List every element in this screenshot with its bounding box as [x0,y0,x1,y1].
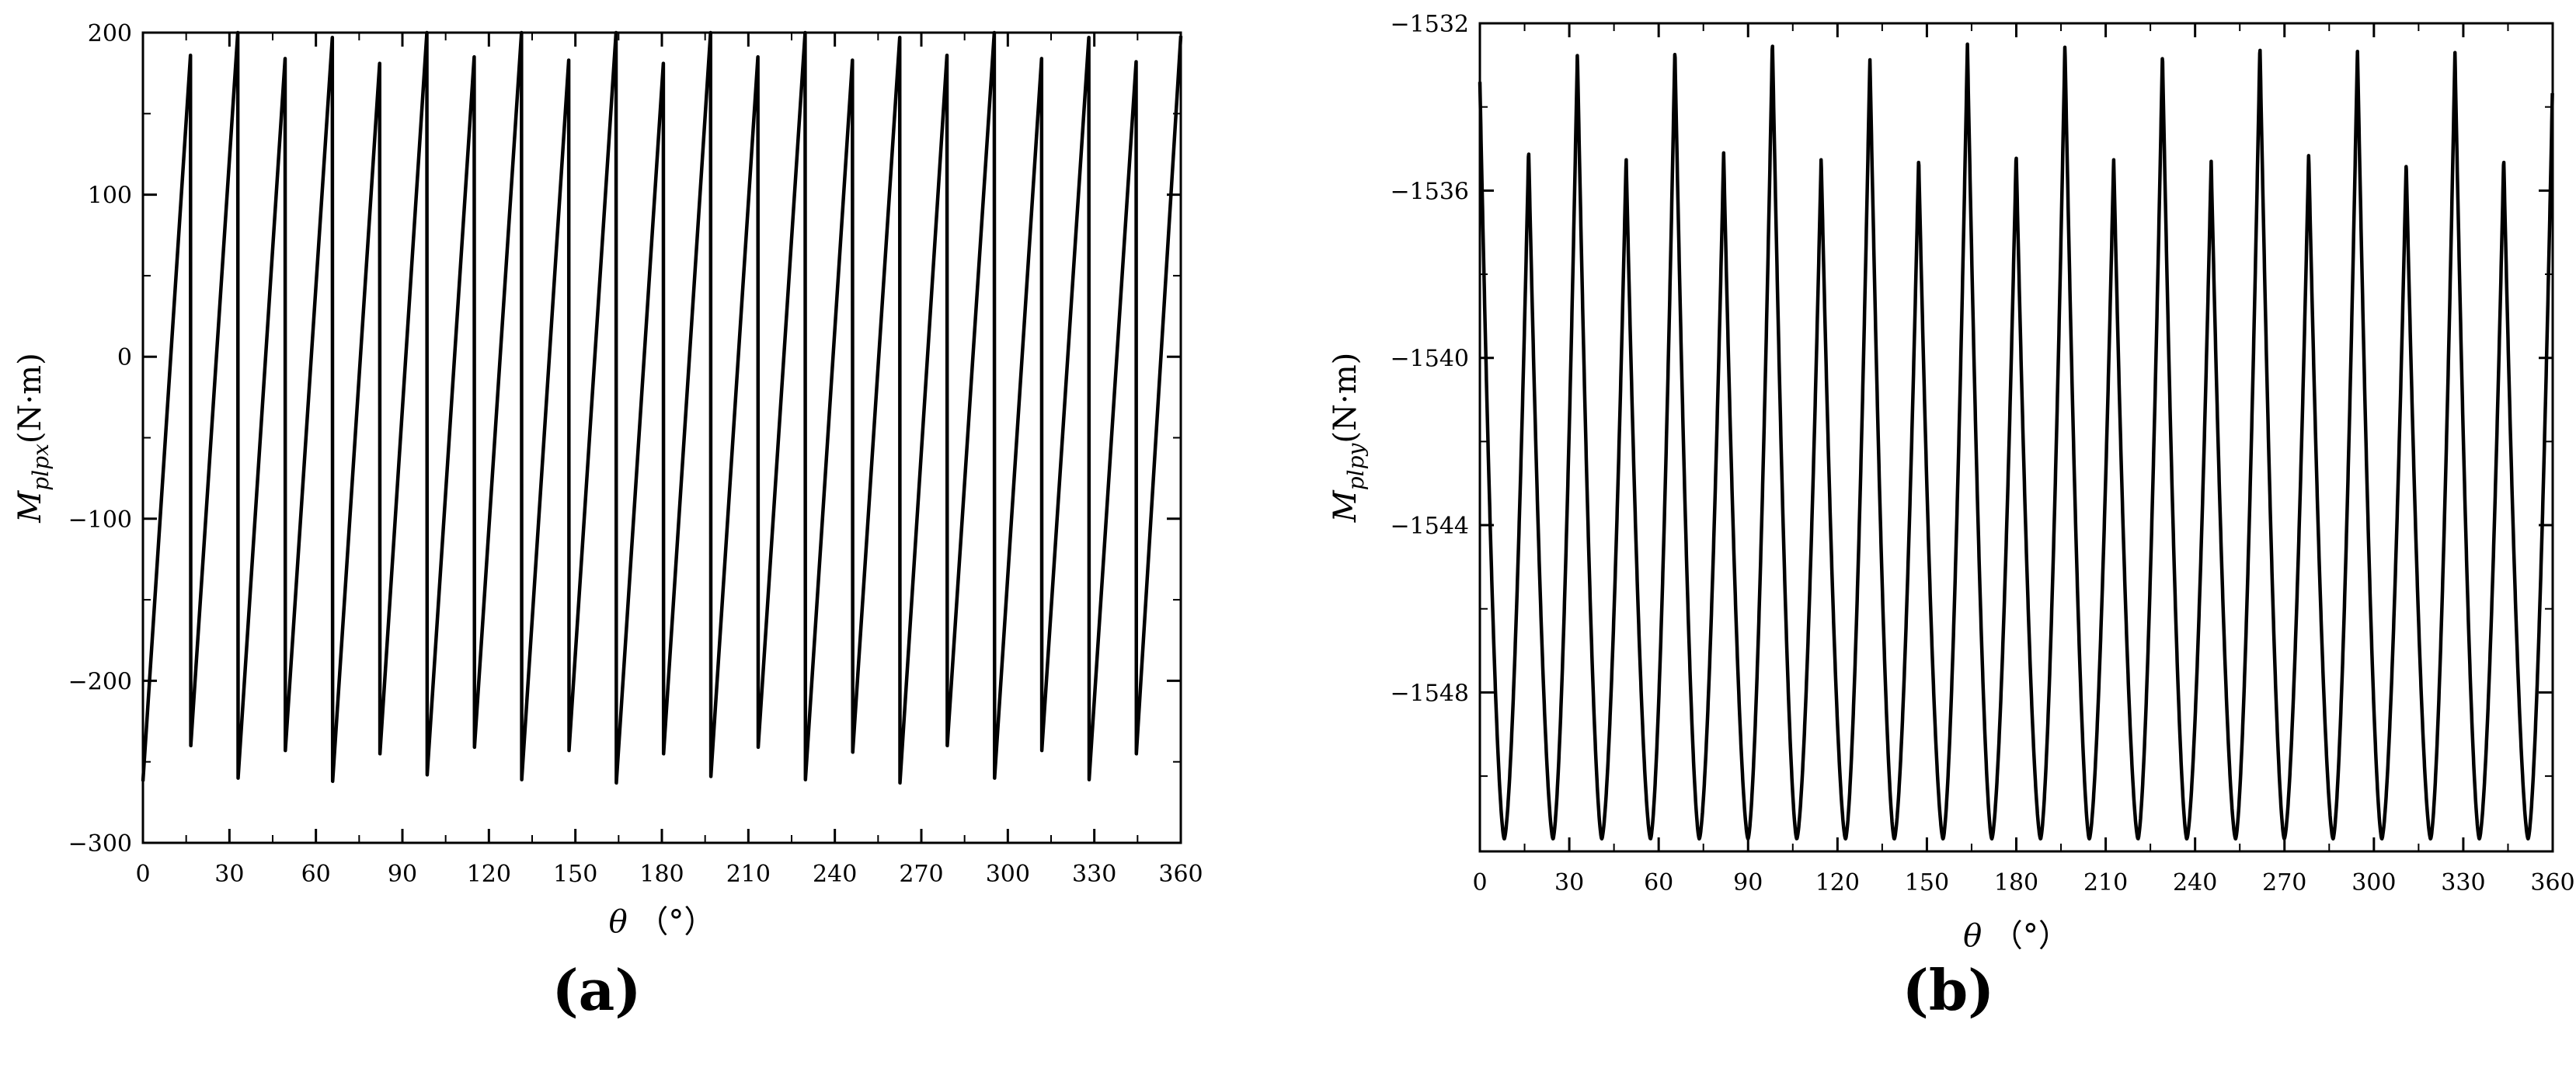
x-tick-label: 180 [639,861,684,888]
y-tick-label: −1548 [1391,680,1469,707]
y-tick-label: −300 [68,830,132,858]
x-tick-label: 360 [1158,861,1203,888]
x-tick-label: 150 [1905,869,1949,896]
series-line [141,30,1183,785]
y-tick-label: 100 [88,183,132,210]
x-tick-label: 300 [986,861,1030,888]
y-tick-label: −1532 [1391,11,1469,38]
x-tick-label: 60 [1644,869,1673,896]
series-line [1478,42,2554,841]
x-tick-label: 210 [2083,869,2128,896]
x-axis-label: θ （°） [609,904,715,940]
x-tick-label: 330 [2441,869,2485,896]
x-tick-label: 150 [553,861,597,888]
panel-a-chart: 0 30 60 90 120 150 180 210 240 270 300 330 360 −300 −2… [12,20,1203,940]
x-tick-label: 0 [135,861,150,888]
x-tick-label: 30 [214,861,244,888]
x-tick-label: 90 [388,861,417,888]
x-tick-label: 360 [2530,869,2574,896]
y-tick-label: −1540 [1391,346,1469,373]
y-tick-label: −100 [68,506,132,534]
y-tick-label: −1544 [1391,513,1469,540]
panel-b-chart: 0 30 60 90 120 150 180 210 240 270 300 330 360 −1548 −… [1328,11,2575,954]
panel-a-caption: (a) [552,957,642,1023]
x-tick-label: 270 [899,861,943,888]
x-tick-label: 180 [1994,869,2038,896]
x-tick-label: 60 [301,861,331,888]
y-tick-label: −200 [68,668,132,695]
x-tick-label: 300 [2351,869,2396,896]
x-axis-label: θ （°） [1963,918,2070,954]
y-tick-label: −1536 [1391,178,1469,205]
x-tick-label: 330 [1072,861,1116,888]
y-axis-label: Mplpy(N·m) [1328,353,1369,523]
x-tick-label: 0 [1472,869,1487,896]
x-tick-label: 90 [1733,869,1763,896]
plot-frame [1478,22,2554,853]
x-tick-label: 30 [1554,869,1584,896]
x-tick-label: 270 [2262,869,2306,896]
x-tick-label: 240 [2173,869,2217,896]
panel-b-caption: (b) [1902,957,1995,1023]
y-tick-label: 200 [88,20,132,47]
y-tick-label: 0 [117,344,132,371]
x-tick-label: 210 [726,861,771,888]
y-axis-label: Mplpx(N·m) [12,353,54,523]
x-tick-label: 120 [467,861,511,888]
x-tick-label: 240 [813,861,857,888]
x-tick-label: 120 [1815,869,1860,896]
